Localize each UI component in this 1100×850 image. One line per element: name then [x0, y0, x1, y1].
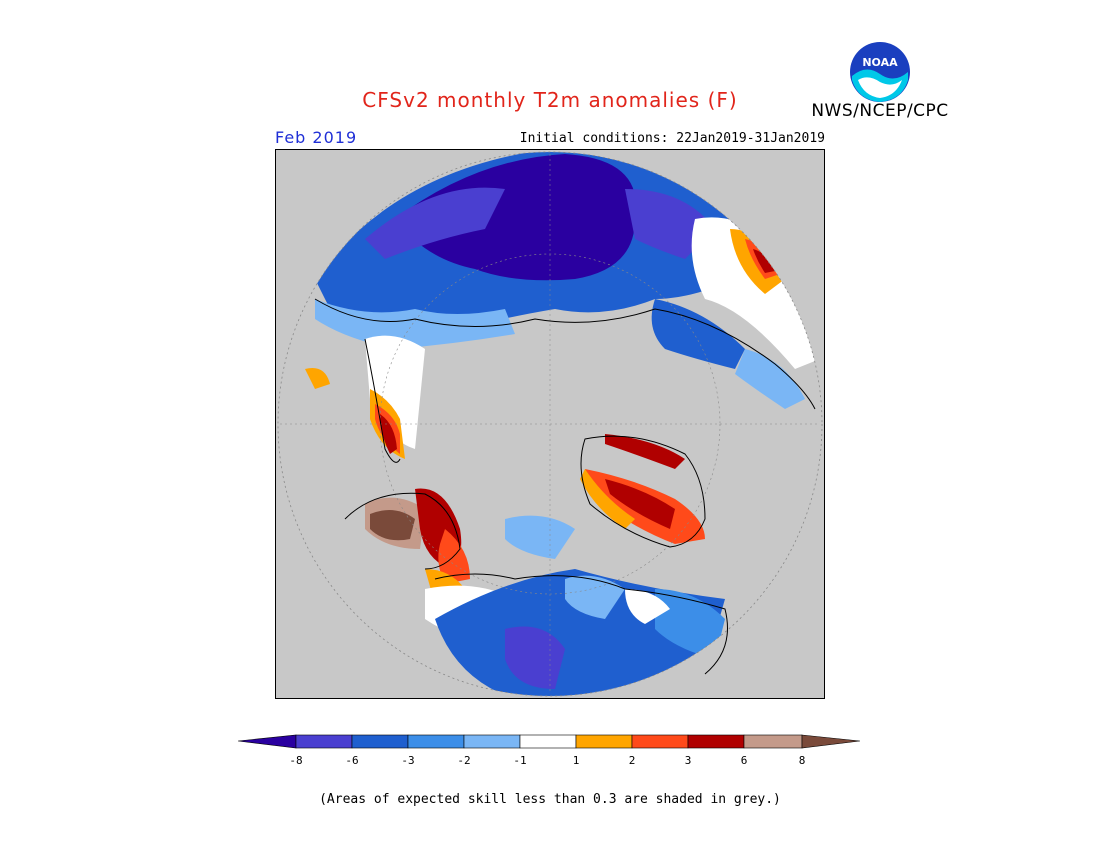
coastline-europe: [364, 338, 401, 463]
colorbar-swatch-lt-8: [238, 734, 297, 749]
skill-footnote: (Areas of expected skill less than 0.3 a…: [319, 792, 781, 807]
colorbar-swatch--1-1: [519, 734, 577, 749]
colorbar-tick: -1: [513, 754, 526, 767]
east-asia-darkred: [753, 249, 775, 273]
colorbar-swatch--3--2: [407, 734, 465, 749]
eurasia-light-edge: [315, 299, 515, 349]
coastline-eurasia: [314, 298, 816, 410]
colorbar-tick: -8: [289, 754, 302, 767]
colorbar-tick: -6: [345, 754, 358, 767]
colorbar-tick: 3: [685, 754, 692, 767]
colorbar-swatch--2--1: [463, 734, 521, 749]
polar-anomaly-map: [275, 149, 825, 699]
alaska-darkbrown: [370, 510, 415, 541]
siberia-east-light: [735, 349, 805, 409]
initial-conditions: Initial conditions: 22Jan2019-31Jan2019: [519, 131, 825, 146]
colorbar-tick: 8: [799, 754, 806, 767]
colorbar-tick: -3: [401, 754, 414, 767]
colorbar-tick: 6: [741, 754, 748, 767]
hudson-white: [625, 589, 670, 624]
coastline-na: [434, 573, 728, 675]
siberia-east-blue: [651, 299, 745, 369]
scandinavia-orange: [305, 368, 330, 389]
colorbar-tick: 2: [629, 754, 636, 767]
colorbar-swatch--8--6: [295, 734, 353, 749]
colorbar-swatch-2-3: [631, 734, 689, 749]
na-light: [565, 575, 625, 619]
colorbar-tick: 1: [573, 754, 580, 767]
colorbar-tick: -2: [457, 754, 470, 767]
greenland-top: [605, 434, 685, 469]
forecast-month: Feb 2019: [275, 128, 358, 147]
chart-title: CFSv2 monthly T2m anomalies (F): [362, 88, 738, 112]
arctic-islands-light: [505, 515, 575, 559]
quebec-light: [655, 589, 725, 659]
anomaly-fields: [305, 152, 820, 696]
eurasia-purple-ring: [365, 187, 505, 259]
eurasia-cold-core: [395, 154, 637, 281]
coastline-greenland: [580, 435, 706, 548]
europe-darkred: [380, 414, 397, 454]
colorbar-swatch-gt-8: [801, 734, 861, 749]
noaa-logo: NOAA: [849, 41, 911, 103]
outer-latitude-circle: [277, 151, 823, 697]
colorbar-swatch-3-6: [687, 734, 745, 749]
colorbar-swatch-1-2: [575, 734, 633, 749]
colorbar-swatch-6-8: [743, 734, 803, 749]
noaa-logo-text: NOAA: [862, 56, 898, 69]
greenland-orange-edge: [580, 469, 635, 529]
europe-white: [365, 335, 425, 449]
colorbar-swatch--6--3: [351, 734, 409, 749]
greenland-darkred: [605, 479, 675, 529]
na-purple: [505, 626, 565, 689]
agency-label: NWS/NCEP/CPC: [811, 101, 949, 121]
colorbar: -8 -6 -3 -2 -1 1 2 3 6 8: [238, 734, 861, 767]
coastline-alaska: [344, 492, 461, 570]
